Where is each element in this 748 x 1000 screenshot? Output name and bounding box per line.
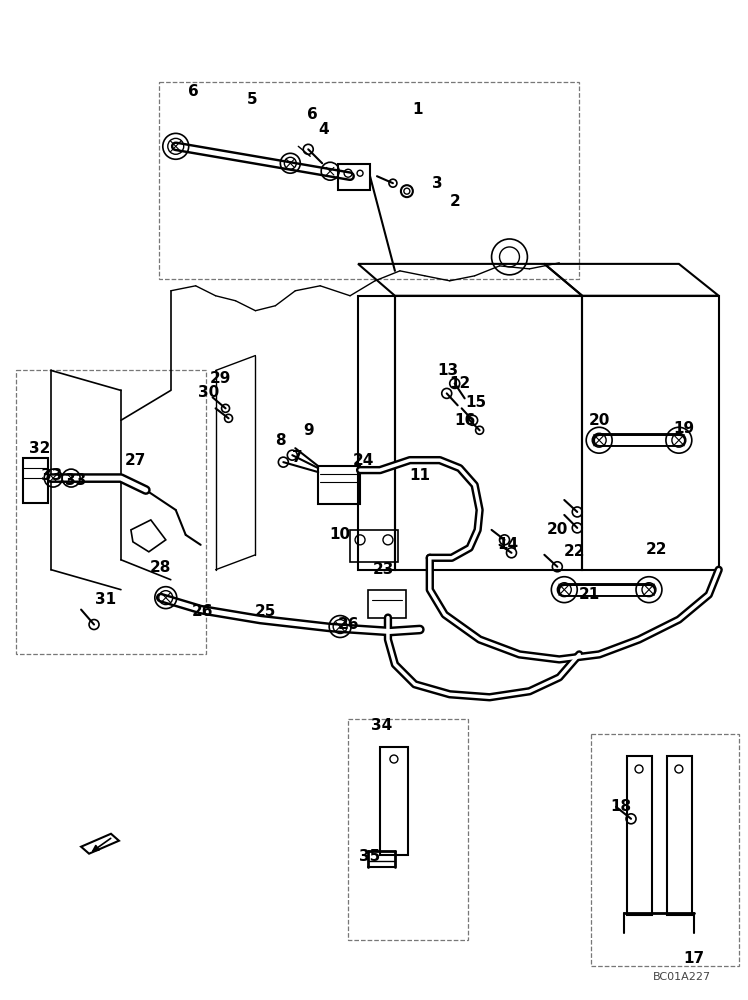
Text: 11: 11: [409, 468, 430, 483]
Text: 22: 22: [646, 542, 668, 557]
Text: 7: 7: [292, 450, 303, 465]
Text: 1: 1: [413, 102, 423, 117]
Text: 6: 6: [307, 107, 318, 122]
Bar: [23, 458, 48, 503]
Text: 31: 31: [96, 592, 117, 607]
Text: 24: 24: [352, 453, 374, 468]
Text: 12: 12: [449, 376, 470, 391]
Text: 3: 3: [432, 176, 443, 191]
Text: 22: 22: [563, 544, 585, 559]
Bar: [350, 530, 398, 562]
Text: 35: 35: [359, 849, 381, 864]
Text: 21: 21: [578, 587, 600, 602]
Bar: [667, 756, 692, 915]
Text: 10: 10: [330, 527, 351, 542]
Text: 25: 25: [255, 604, 276, 619]
Text: 20: 20: [547, 522, 568, 537]
Text: BC01A227: BC01A227: [652, 972, 711, 982]
Bar: [338, 164, 370, 190]
Text: 5: 5: [247, 92, 258, 107]
Text: 33: 33: [40, 468, 62, 483]
Bar: [368, 590, 406, 618]
Text: 2: 2: [450, 194, 460, 209]
Text: 9: 9: [303, 423, 313, 438]
Text: 8: 8: [275, 433, 286, 448]
Text: 18: 18: [610, 799, 631, 814]
Text: 30: 30: [198, 385, 219, 400]
Bar: [627, 756, 652, 915]
Text: 6: 6: [188, 84, 199, 99]
Text: 26: 26: [192, 604, 213, 619]
Text: 14: 14: [497, 537, 518, 552]
Bar: [318, 466, 360, 504]
Text: 15: 15: [465, 395, 486, 410]
Text: 20: 20: [589, 413, 610, 428]
Text: 28: 28: [150, 560, 171, 575]
Text: 29: 29: [210, 371, 231, 386]
Text: 23: 23: [373, 562, 393, 577]
Text: 34: 34: [371, 718, 393, 733]
Text: 26: 26: [337, 617, 359, 632]
Bar: [380, 747, 408, 855]
Text: 19: 19: [673, 421, 694, 436]
Text: 17: 17: [683, 951, 705, 966]
Text: 33: 33: [66, 473, 87, 488]
Text: 32: 32: [28, 441, 50, 456]
Text: 27: 27: [125, 453, 147, 468]
Text: 16: 16: [454, 413, 475, 428]
Text: 13: 13: [437, 363, 459, 378]
Text: 4: 4: [318, 122, 328, 137]
